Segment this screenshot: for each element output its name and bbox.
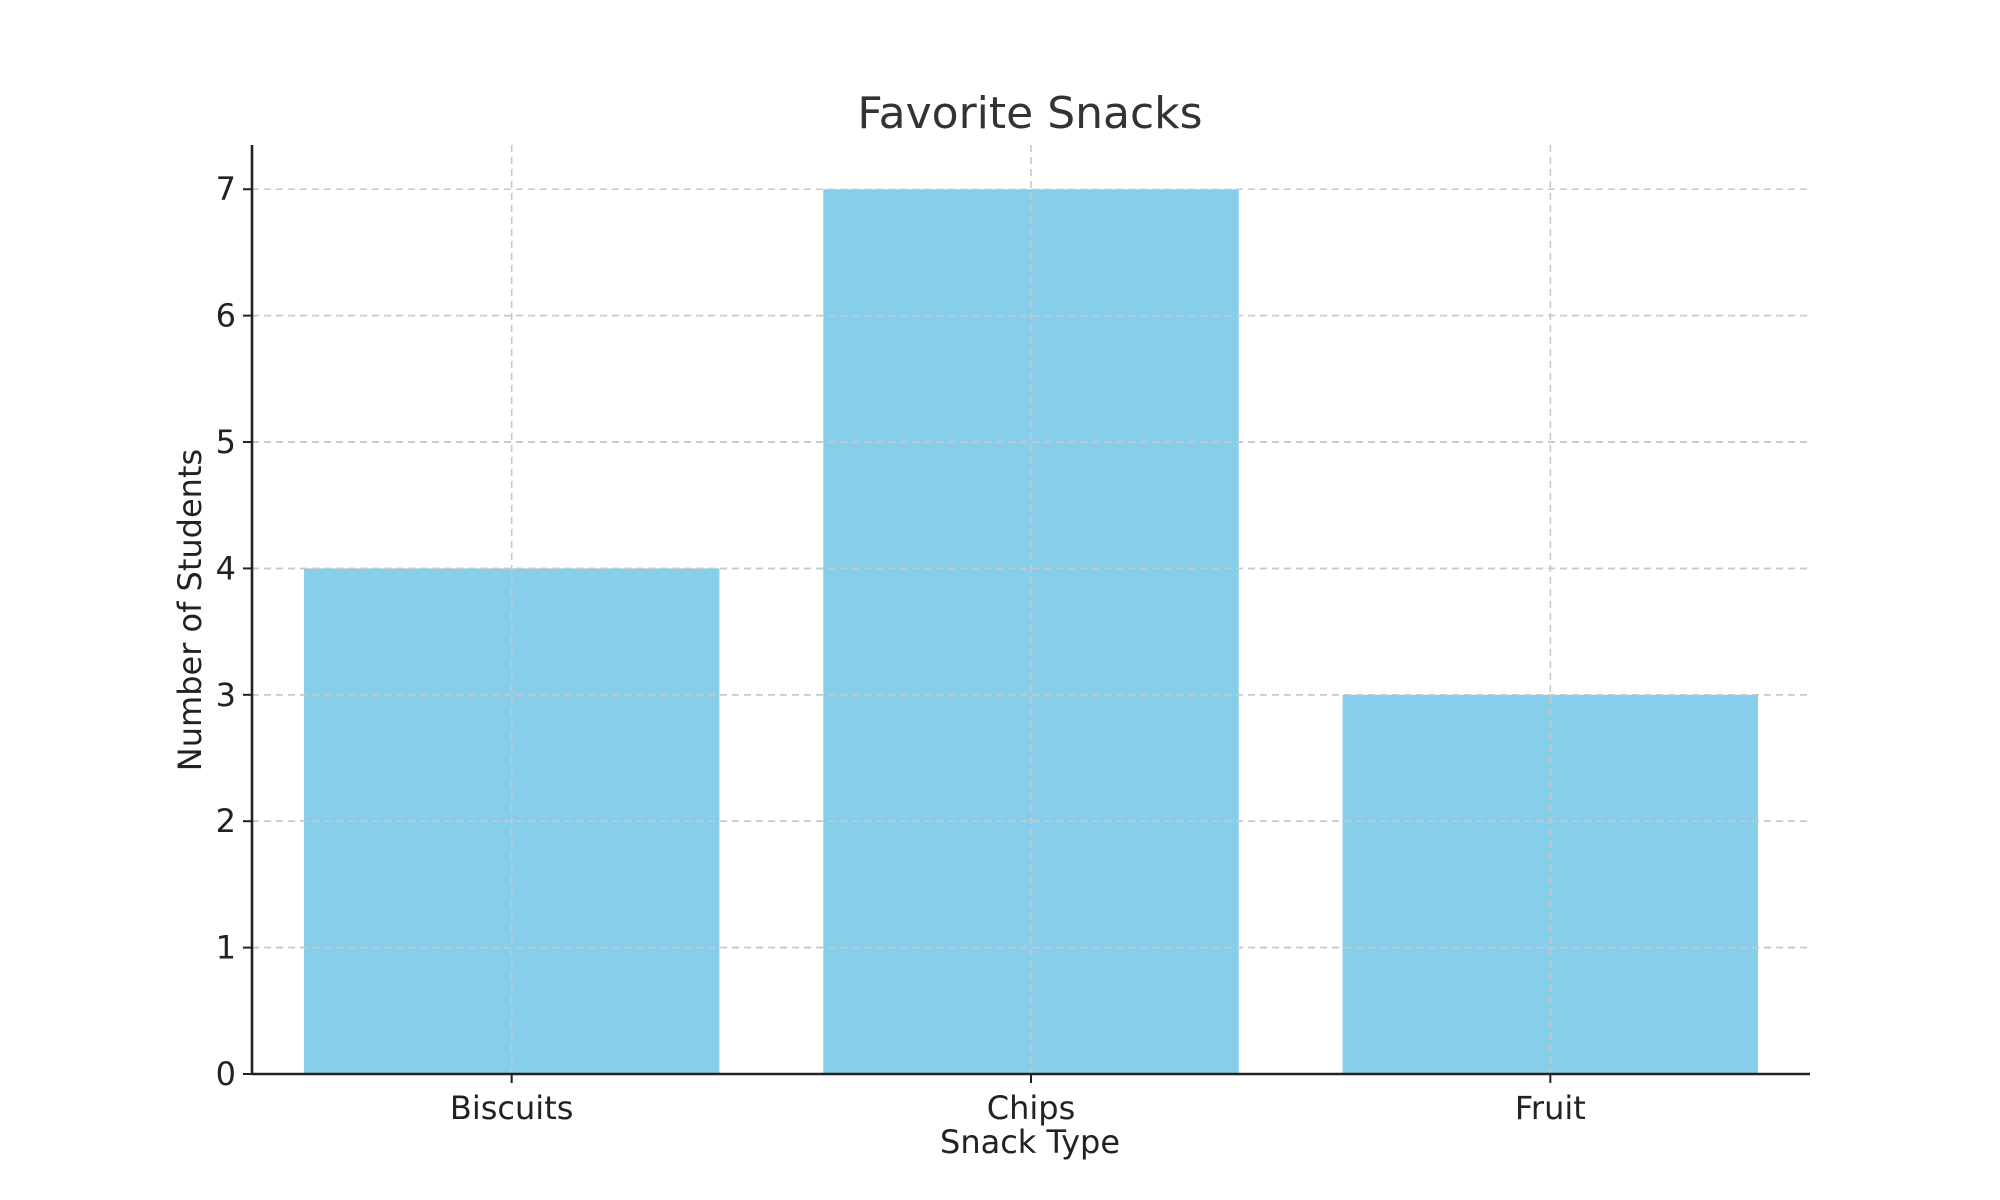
bars [252, 145, 1810, 1074]
y-tick-label: 7 [216, 170, 236, 208]
x-tick-label: Chips [987, 1089, 1076, 1127]
x-axis-ticks: Biscuits Chips Fruit [450, 1074, 1586, 1127]
x-axis-label: Snack Type [940, 1123, 1120, 1161]
x-tick-label: Biscuits [450, 1089, 574, 1127]
y-tick-label: 2 [216, 802, 236, 840]
y-tick-label: 1 [216, 929, 236, 967]
y-tick-label: 4 [216, 549, 236, 587]
y-axis-label: Number of Students [171, 449, 209, 771]
x-tick-label: Fruit [1515, 1089, 1586, 1127]
y-tick-label: 3 [216, 676, 236, 714]
y-axis-ticks: 0 1 2 3 4 5 6 7 [216, 170, 252, 1093]
y-tick-label: 6 [216, 297, 236, 335]
y-tick-label: 0 [216, 1055, 236, 1093]
chart-title: Favorite Snacks [857, 88, 1202, 139]
y-tick-label: 5 [216, 423, 236, 461]
